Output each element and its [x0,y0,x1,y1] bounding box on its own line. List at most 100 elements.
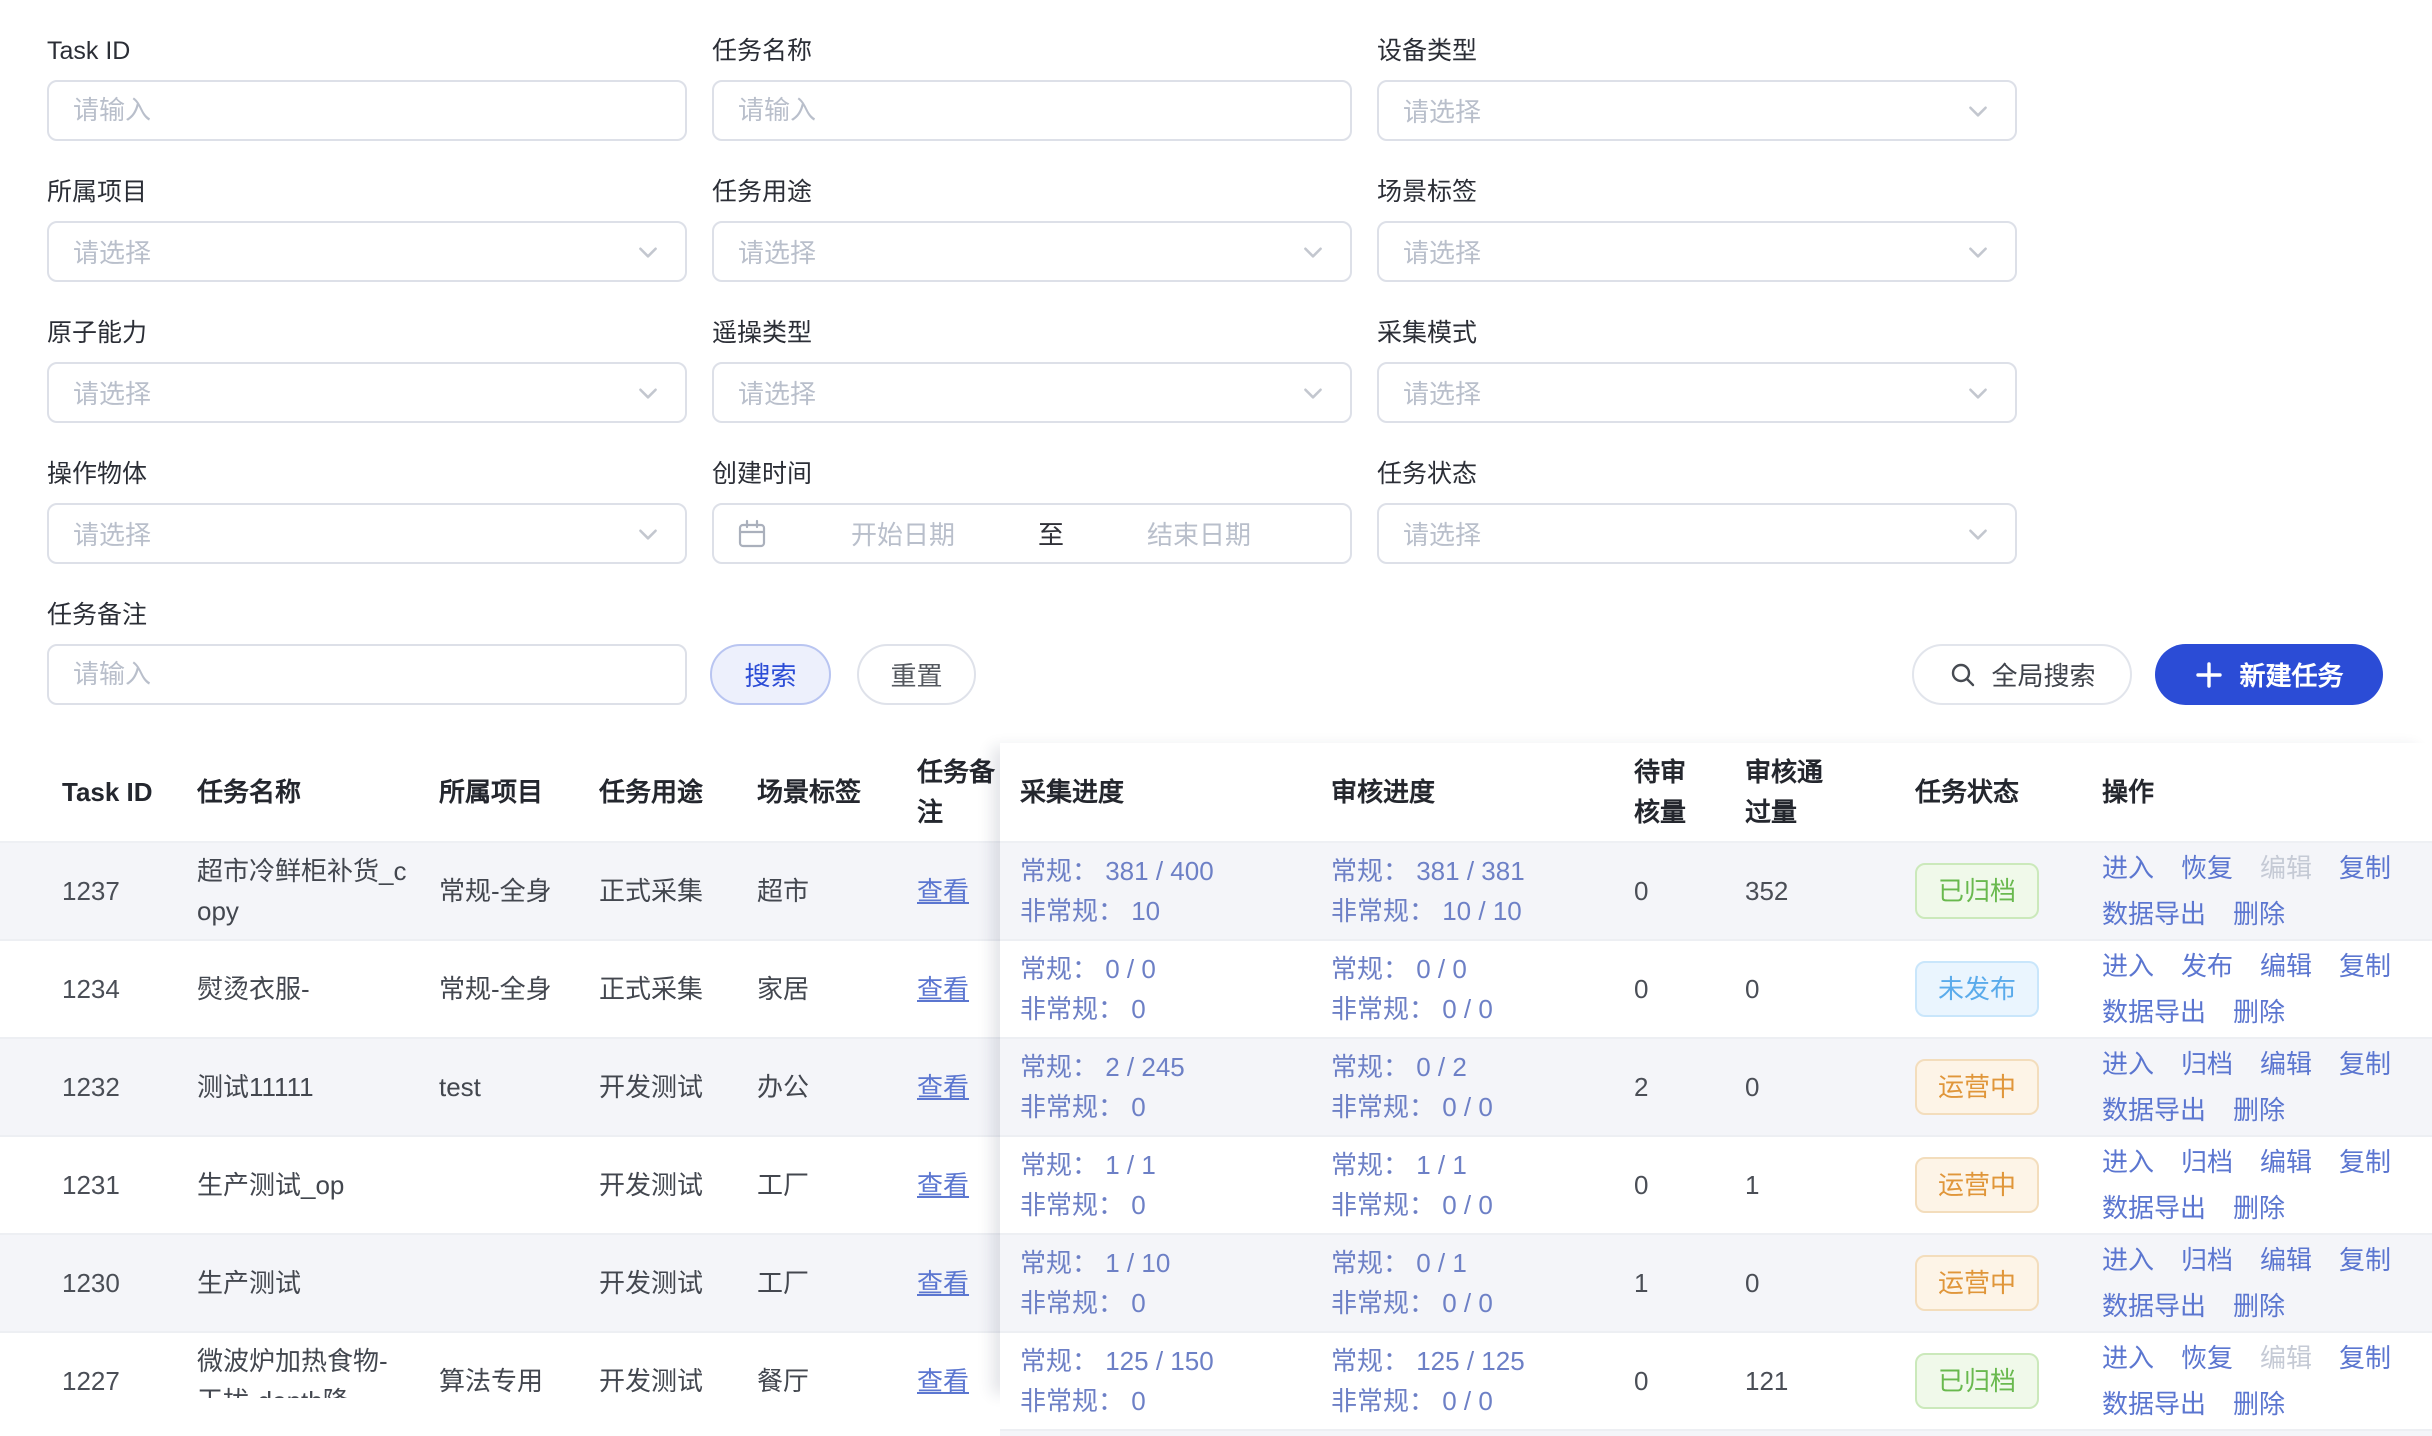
action-复制-link[interactable]: 复制 [2339,1049,2392,1079]
view-note-link[interactable]: 查看 [917,1170,970,1200]
view-note-link[interactable]: 查看 [917,974,970,1004]
action-删除-link[interactable]: 删除 [2233,1095,2286,1125]
cell-approved-count: 352 [1745,876,1789,906]
action-删除-link[interactable]: 删除 [2233,899,2286,929]
action-删除-link[interactable]: 删除 [2233,1389,2286,1419]
search-button[interactable]: 搜索 [710,644,831,705]
action-数据导出-link[interactable]: 数据导出 [2102,1291,2207,1321]
action-恢复-link[interactable]: 恢复 [2181,853,2234,883]
teleop-type-placeholder: 请选择 [738,379,817,409]
task-id-input[interactable] [47,80,687,141]
table-row-right: 常规： 381 / 400 非常规： 10 常规： 381 / 381 非常规： 10… [1000,843,2432,941]
scene-tag-select[interactable]: 请选择 [1377,221,2017,282]
action-复制-link[interactable]: 复制 [2339,1343,2392,1373]
cell-status: 运营中 [1915,1157,2102,1213]
chevron-down-icon [1969,105,1987,117]
action-复制-link[interactable]: 复制 [2339,1147,2392,1177]
cell-collect-progress-regular: 常规： 2 / 245 [1020,1052,1185,1082]
teleop-type-select[interactable]: 请选择 [712,362,1352,423]
chevron-down-icon [639,528,657,540]
cell-review-progress: 常规： 0 / 0 非常规： 0 / 0 [1331,949,1634,1029]
cell-project: 常规-全身 [439,876,552,906]
action-数据导出-link[interactable]: 数据导出 [2102,1193,2207,1223]
operation-object-select[interactable]: 请选择 [47,503,687,564]
action-数据导出-link[interactable]: 数据导出 [2102,899,2207,929]
cell-review-progress-regular: 常规： 0 / 0 [1331,954,1467,984]
action-删除-link[interactable]: 删除 [2233,1193,2286,1223]
collection-mode-placeholder: 请选择 [1403,379,1482,409]
action-进入-link[interactable]: 进入 [2102,1343,2155,1373]
action-归档-link[interactable]: 归档 [2181,1147,2234,1177]
device-type-placeholder: 请选择 [1403,97,1482,127]
start-date-placeholder: 开始日期 [850,520,955,550]
global-search-button[interactable]: 全局搜索 [1912,644,2132,705]
action-进入-link[interactable]: 进入 [2102,1147,2155,1177]
view-note-link[interactable]: 查看 [917,1268,970,1298]
date-range-separator: 至 [1038,520,1065,550]
action-归档-link[interactable]: 归档 [2181,1049,2234,1079]
action-数据导出-link[interactable]: 数据导出 [2102,997,2207,1027]
project-select[interactable]: 请选择 [47,221,687,282]
cell-review-progress-regular: 常规： 0 / 2 [1331,1052,1467,1082]
col-header-actions: 操作 [2102,777,2155,807]
reset-button[interactable]: 重置 [857,644,976,705]
cell-collect-progress-regular: 常规： 125 / 150 [1020,1346,1214,1376]
action-归档-link[interactable]: 归档 [2181,1245,2234,1275]
chevron-down-icon [639,387,657,399]
device-type-select[interactable]: 请选择 [1377,80,2017,141]
action-发布-link[interactable]: 发布 [2181,951,2234,981]
filter-field-task-name: 任务名称 [712,36,1352,141]
cell-pending-count: 0 [1634,876,1649,906]
cell-purpose: 正式采集 [599,876,704,906]
col-header-approved: 审核通过量 [1745,757,1824,827]
cell-scene-tag: 工厂 [757,1268,810,1298]
task-status-select[interactable]: 请选择 [1377,503,2017,564]
action-恢复-link[interactable]: 恢复 [2181,1343,2234,1373]
action-复制-link[interactable]: 复制 [2339,951,2392,981]
view-note-link[interactable]: 查看 [917,876,970,906]
action-删除-link[interactable]: 删除 [2233,997,2286,1027]
action-编辑-link[interactable]: 编辑 [2260,1245,2313,1275]
cell-review-progress: 常规： 381 / 381 非常规： 10 / 10 [1331,851,1634,931]
status-badge: 未发布 [1915,961,2040,1017]
cell-review-progress: 常规： 1 / 1 非常规： 0 / 0 [1331,1145,1634,1225]
atomic-capability-placeholder: 请选择 [73,379,152,409]
task-purpose-placeholder: 请选择 [738,238,817,268]
action-数据导出-link[interactable]: 数据导出 [2102,1095,2207,1125]
cell-task-name: 测试11111 [197,1072,314,1102]
cell-review-progress-irregular: 非常规： 0 / 0 [1331,1092,1493,1122]
atomic-capability-select[interactable]: 请选择 [47,362,687,423]
action-复制-link[interactable]: 复制 [2339,1245,2392,1275]
action-数据导出-link[interactable]: 数据导出 [2102,1389,2207,1419]
cell-collect-progress: 常规： 2 / 245 非常规： 0 [1020,1047,1331,1127]
cell-task-name: 生产测试_op [197,1170,345,1200]
table-right-section: 采集进度 审核进度 待审核量 审核通过量 任务状态 操作 常规： 381 / 4… [1000,743,2432,1436]
action-编辑-link[interactable]: 编辑 [2260,1049,2313,1079]
action-删除-link[interactable]: 删除 [2233,1291,2286,1321]
view-note-link[interactable]: 查看 [917,1366,970,1396]
action-复制-link[interactable]: 复制 [2339,853,2392,883]
action-编辑-link[interactable]: 编辑 [2260,951,2313,981]
filter-label-device-type: 设备类型 [1377,37,1478,65]
filter-field-device-type: 设备类型请选择 [1377,36,2017,141]
view-note-link[interactable]: 查看 [917,1072,970,1102]
action-进入-link[interactable]: 进入 [2102,1245,2155,1275]
task-name-input[interactable] [712,80,1352,141]
task-purpose-select[interactable]: 请选择 [712,221,1352,282]
cell-approved-count: 1 [1745,1170,1760,1200]
cell-collect-progress-regular: 常规： 1 / 10 [1020,1248,1171,1278]
action-进入-link[interactable]: 进入 [2102,1049,2155,1079]
cell-status: 已归档 [1915,1353,2102,1409]
cell-purpose: 开发测试 [599,1170,704,1200]
task-note-input[interactable] [47,644,687,705]
action-进入-link[interactable]: 进入 [2102,951,2155,981]
cell-actions: 进入 归档 编辑 复制数据导出 删除 [2102,1240,2432,1326]
action-编辑-link: 编辑 [2260,1343,2313,1373]
create-time-range-picker[interactable]: 开始日期 至 结束日期 [712,503,1352,564]
table-header-right: 采集进度 审核进度 待审核量 审核通过量 任务状态 操作 [1000,743,2432,843]
new-task-button[interactable]: 新建任务 [2155,644,2383,705]
action-进入-link[interactable]: 进入 [2102,853,2155,883]
action-编辑-link[interactable]: 编辑 [2260,1147,2313,1177]
collection-mode-select[interactable]: 请选择 [1377,362,2017,423]
col-header-scene: 场景标签 [757,777,862,807]
